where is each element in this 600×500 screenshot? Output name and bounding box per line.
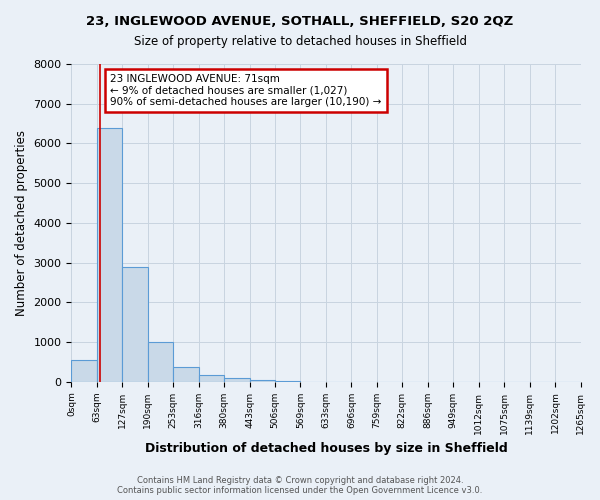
Bar [97, 128, 122, 382]
Bar [275, 380, 301, 382]
Text: Size of property relative to detached houses in Sheffield: Size of property relative to detached ho… [133, 35, 467, 48]
Y-axis label: Number of detached properties: Number of detached properties [15, 130, 28, 316]
Text: 23, INGLEWOOD AVENUE, SOTHALL, SHEFFIELD, S20 2QZ: 23, INGLEWOOD AVENUE, SOTHALL, SHEFFIELD… [86, 15, 514, 28]
Bar [122, 266, 148, 382]
Bar [173, 367, 199, 382]
Bar [199, 376, 224, 382]
Bar [148, 342, 173, 382]
Text: Contains HM Land Registry data © Crown copyright and database right 2024.
Contai: Contains HM Land Registry data © Crown c… [118, 476, 482, 495]
X-axis label: Distribution of detached houses by size in Sheffield: Distribution of detached houses by size … [145, 442, 508, 455]
Text: 23 INGLEWOOD AVENUE: 71sqm
← 9% of detached houses are smaller (1,027)
90% of se: 23 INGLEWOOD AVENUE: 71sqm ← 9% of detac… [110, 74, 382, 107]
Bar [224, 378, 250, 382]
Bar [250, 380, 275, 382]
Bar [71, 360, 97, 382]
